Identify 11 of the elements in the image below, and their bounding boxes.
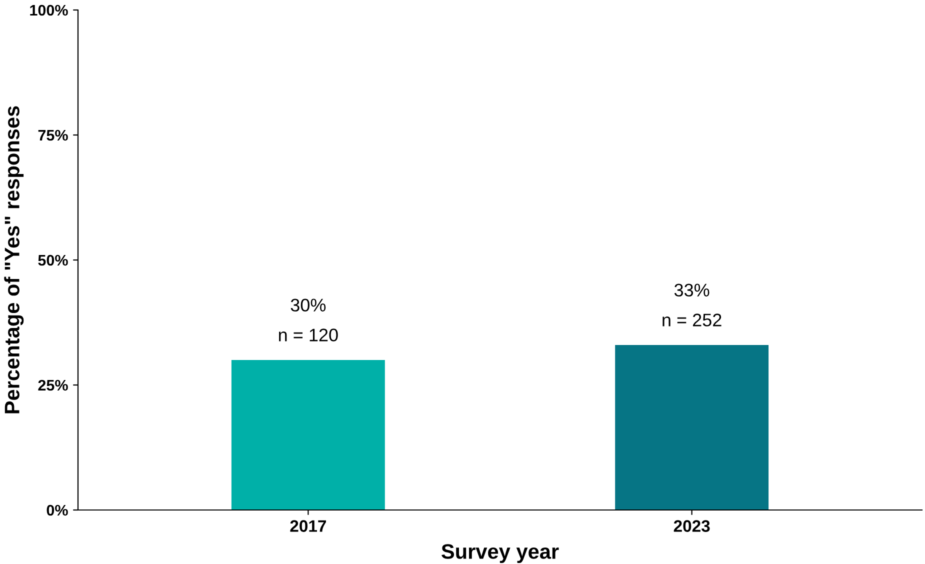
y-tick-label: 0% — [46, 504, 68, 516]
y-axis-title: Percentage of "Yes" responses — [4, 106, 24, 414]
data-label: 30% n = 120 — [279, 298, 338, 342]
data-label: 33% n = 252 — [662, 284, 722, 326]
x-tick-label: 2017 — [290, 520, 326, 532]
y-tick-label: 25% — [38, 380, 68, 391]
y-tick-label: 50% — [38, 254, 68, 266]
y-tick-label: 75% — [38, 130, 68, 141]
x-axis-title: Survey year — [442, 544, 559, 564]
x-tick-label: 2023 — [674, 520, 710, 532]
y-tick-label: 100% — [30, 4, 68, 16]
